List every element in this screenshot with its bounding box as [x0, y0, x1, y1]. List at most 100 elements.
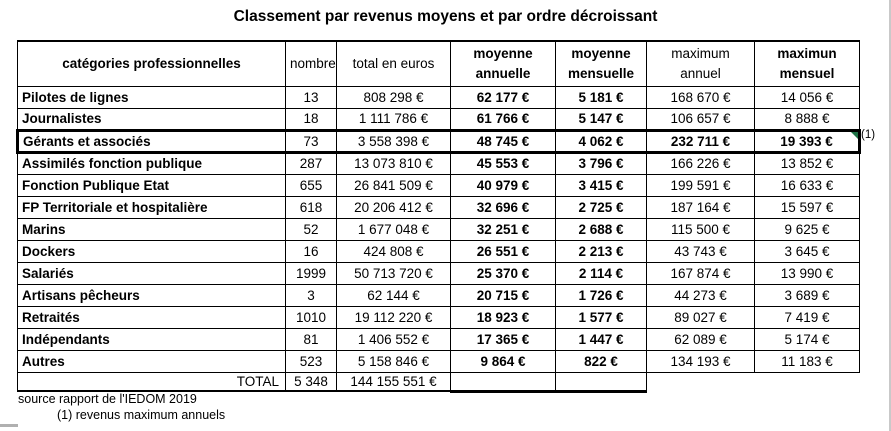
comment-marker-icon	[851, 133, 857, 139]
table-row: Autres 523 5 158 846 €9 864 €822 €134 193 …	[17, 349, 860, 373]
cell-moyenne-annuelle: 25 370 €	[450, 261, 556, 285]
cell-nombre: 523	[285, 349, 337, 373]
table-row: Gérants et associés 73 3 558 398 €48 745 €…	[16, 128, 861, 154]
cell-total-euros: 26 841 509 €	[336, 173, 451, 197]
header-total-euros: total en euros	[336, 40, 451, 87]
cell-category: Journalistes	[17, 107, 286, 131]
table-row: Pilotes de lignes 13 808 298 €62 177 €5 18…	[17, 85, 860, 109]
cell-moyenne-mensuelle: 1 726 €	[555, 283, 647, 307]
table-row: Artisans pêcheurs 3 62 144 €20 715 €1 726 …	[17, 283, 860, 307]
header-maximum-annuel: maximum annuel	[646, 40, 755, 87]
cell-total-euros: 13 073 810 €	[336, 151, 451, 175]
cell-moyenne-annuelle: 40 979 €	[450, 173, 556, 197]
cell-moyenne-annuelle: 32 251 €	[450, 217, 556, 241]
cell-moyenne-annuelle: 26 551 €	[450, 239, 556, 263]
table-row: Journalistes 18 1 111 786 €61 766 €5 147 €…	[17, 107, 860, 131]
header-maximun-mensuel: maximun mensuel	[754, 40, 860, 87]
page-title: Classement par revenus moyens et par ord…	[233, 8, 658, 25]
cropped-element-stub	[0, 424, 18, 427]
cell-maximum-annuel: 134 193 €	[646, 349, 755, 373]
cell-maximum-annuel: 106 657 €	[646, 107, 755, 131]
cell-maximun-mensuel: 13 990 €	[754, 261, 860, 285]
table-row: Salariés 1999 50 713 720 €25 370 €2 114 €1…	[17, 261, 860, 285]
cell-nombre: 287	[285, 151, 337, 175]
cell-maximun-mensuel: 15 597 €	[754, 195, 860, 219]
cell-nombre: 73	[285, 128, 337, 154]
cell-maximun-mensuel: 14 056 €	[754, 85, 860, 109]
cell-total-label: TOTAL	[17, 371, 286, 392]
cell-maximun-mensuel: 9 625 €	[754, 217, 860, 241]
cell-total-euros: 808 298 €	[336, 85, 451, 109]
cell-absent	[755, 372, 860, 391]
cell-moyenne-mensuelle: 5 147 €	[555, 107, 647, 131]
cell-moyenne-mensuelle: 2 688 €	[555, 217, 647, 241]
cell-moyenne-mensuelle: 4 062 €	[555, 128, 647, 154]
cell-maximum-annuel: 89 027 €	[646, 305, 755, 329]
footnote: (1) revenus maximum annuels	[57, 408, 226, 422]
cell-moyenne-mensuelle: 5 181 €	[555, 85, 647, 109]
cell-total-euros: 20 206 412 €	[336, 195, 451, 219]
cell-absent	[647, 372, 755, 391]
cell-maximum-annuel: 166 226 €	[646, 151, 755, 175]
cell-maximum-annuel: 199 591 €	[646, 173, 755, 197]
cell-category: Indépendants	[17, 327, 286, 351]
cell-category: FP Territoriale et hospitalière	[17, 195, 286, 219]
cell-empty	[555, 371, 647, 393]
cell-total-euros: 5 158 846 €	[336, 349, 451, 373]
cell-maximum-annuel: 187 164 €	[646, 195, 755, 219]
cell-moyenne-annuelle: 32 696 €	[450, 195, 556, 219]
cell-maximum-annuel: 115 500 €	[646, 217, 755, 241]
cell-maximun-mensuel: 16 633 €	[754, 173, 860, 197]
cell-moyenne-annuelle: 61 766 €	[450, 107, 556, 131]
table-row: Marins 52 1 677 048 €32 251 €2 688 €115 50…	[17, 217, 860, 241]
cell-total-euros: 3 558 398 €	[336, 128, 451, 154]
cell-nombre: 618	[285, 195, 337, 219]
cell-maximun-mensuel: 3 645 €	[754, 239, 860, 263]
cell-moyenne-annuelle: 18 923 €	[450, 305, 556, 329]
table-row: Dockers 16 424 808 €26 551 €2 213 €43 743 …	[17, 239, 860, 263]
revenue-table: catégories professionnelles nombre total…	[16, 40, 861, 393]
table-row: Assimilés fonction publique 287 13 073 810…	[17, 151, 860, 175]
cell-moyenne-annuelle: 20 715 €	[450, 283, 556, 307]
cell-category: Assimilés fonction publique	[17, 151, 286, 175]
cell-maximun-mensuel: 5 174 €	[754, 327, 860, 351]
cell-nombre: 1999	[285, 261, 337, 285]
cell-maximum-annuel: 167 874 €	[646, 261, 755, 285]
cell-moyenne-mensuelle: 3 796 €	[555, 151, 647, 175]
table-body: Pilotes de lignes 13 808 298 €62 177 €5 18…	[16, 85, 861, 393]
total-row: TOTAL 5 348 144 155 551 €	[17, 371, 860, 393]
cell-maximum-annuel: 62 089 €	[646, 327, 755, 351]
cell-category: Artisans pêcheurs	[17, 283, 286, 307]
cell-nombre: 5 348	[285, 371, 337, 392]
cell-moyenne-mensuelle: 2 725 €	[555, 195, 647, 219]
header-moyenne-annuelle: moyenne annuelle	[450, 40, 556, 87]
cell-nombre: 1010	[285, 305, 337, 329]
cell-moyenne-mensuelle: 2 213 €	[555, 239, 647, 263]
cell-category: Fonction Publique Etat	[17, 173, 286, 197]
cell-total-euros: 1 677 048 €	[336, 217, 451, 241]
window-edge	[889, 0, 891, 431]
cell-moyenne-annuelle: 9 864 €	[450, 349, 556, 373]
cell-moyenne-mensuelle: 1 577 €	[555, 305, 647, 329]
cell-moyenne-annuelle: 45 553 €	[450, 151, 556, 175]
footnote-marker: (1)	[861, 129, 876, 141]
cell-maximun-mensuel: 19 393 €	[754, 128, 861, 154]
cell-moyenne-mensuelle: 1 447 €	[555, 327, 647, 351]
cell-empty	[450, 371, 556, 393]
cell-category: Pilotes de lignes	[17, 85, 286, 109]
cell-nombre: 81	[285, 327, 337, 351]
cell-category: Salariés	[17, 261, 286, 285]
cell-nombre: 18	[285, 107, 337, 131]
table-row: Retraités 1010 19 112 220 €18 923 €1 577 €…	[17, 305, 860, 329]
cell-nombre: 13	[285, 85, 337, 109]
cell-category: Gérants et associés	[16, 128, 286, 154]
cell-total-euros: 62 144 €	[336, 283, 451, 307]
cell-total-euros: 50 713 720 €	[336, 261, 451, 285]
cell-maximum-annuel: 43 743 €	[646, 239, 755, 263]
cell-maximun-mensuel: 8 888 €	[754, 107, 860, 131]
cell-total-euros: 1 111 786 €	[336, 107, 451, 131]
table-row: Fonction Publique Etat 655 26 841 509 €40 …	[17, 173, 860, 197]
header-categories: catégories professionnelles	[17, 40, 286, 87]
cell-maximum-annuel: 168 670 €	[646, 85, 755, 109]
